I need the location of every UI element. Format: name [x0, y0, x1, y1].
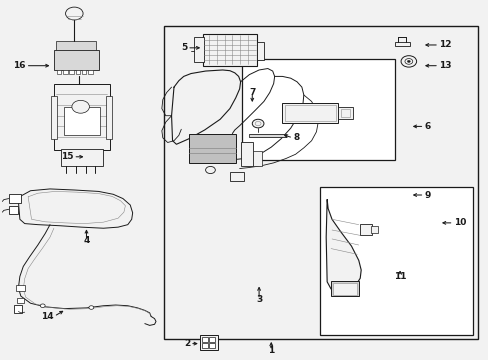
Bar: [240, 143, 252, 166]
Bar: [106, 96, 112, 139]
Bar: [63, 107, 100, 135]
Bar: [54, 84, 110, 150]
Text: 2: 2: [183, 339, 190, 348]
Bar: [282, 103, 338, 123]
Circle shape: [205, 166, 215, 174]
Bar: [88, 69, 93, 74]
Polygon shape: [19, 189, 132, 228]
Bar: [319, 187, 472, 336]
Text: 16: 16: [13, 61, 26, 70]
Bar: [203, 33, 256, 66]
Circle shape: [72, 100, 89, 113]
Text: 6: 6: [424, 122, 430, 131]
Bar: [332, 283, 357, 295]
Bar: [202, 342, 207, 348]
Text: 14: 14: [41, 312, 54, 321]
Bar: [370, 226, 377, 233]
Bar: [16, 285, 25, 292]
Circle shape: [255, 121, 261, 126]
Bar: [253, 151, 262, 166]
Bar: [209, 337, 215, 342]
Bar: [360, 224, 372, 235]
Text: 13: 13: [438, 61, 450, 70]
Text: 7: 7: [248, 88, 255, 97]
Text: 8: 8: [292, 133, 299, 142]
Bar: [209, 342, 215, 348]
Text: 4: 4: [83, 236, 89, 245]
Bar: [338, 107, 352, 119]
Bar: [164, 26, 477, 339]
Text: 10: 10: [453, 219, 465, 228]
Bar: [394, 42, 409, 46]
Text: 3: 3: [255, 295, 262, 304]
Bar: [14, 305, 22, 313]
Text: 12: 12: [438, 40, 450, 49]
Bar: [188, 134, 236, 163]
Bar: [256, 42, 264, 60]
Circle shape: [40, 304, 45, 307]
Bar: [57, 69, 61, 74]
Bar: [249, 134, 285, 137]
Bar: [82, 69, 86, 74]
Bar: [200, 335, 218, 350]
Bar: [9, 194, 21, 203]
Bar: [69, 69, 74, 74]
Circle shape: [404, 59, 412, 64]
Bar: [242, 59, 394, 160]
Bar: [56, 41, 96, 50]
Bar: [229, 172, 243, 181]
Text: 9: 9: [424, 190, 430, 199]
Bar: [340, 109, 349, 117]
Bar: [63, 69, 67, 74]
Bar: [330, 281, 359, 296]
Bar: [17, 298, 24, 303]
Text: 11: 11: [393, 272, 406, 281]
Text: 15: 15: [61, 152, 73, 161]
Circle shape: [89, 306, 94, 309]
Polygon shape: [171, 70, 240, 144]
Text: 5: 5: [181, 43, 187, 52]
Bar: [76, 69, 80, 74]
Bar: [61, 149, 102, 166]
Circle shape: [400, 56, 416, 67]
Bar: [9, 206, 19, 214]
Bar: [194, 37, 203, 62]
Circle shape: [252, 119, 264, 128]
Text: 1: 1: [267, 346, 274, 355]
Bar: [51, 96, 57, 139]
Bar: [54, 50, 99, 70]
Polygon shape: [325, 200, 361, 292]
Circle shape: [407, 60, 409, 63]
Bar: [285, 105, 335, 121]
Bar: [202, 337, 207, 342]
Circle shape: [65, 7, 83, 20]
